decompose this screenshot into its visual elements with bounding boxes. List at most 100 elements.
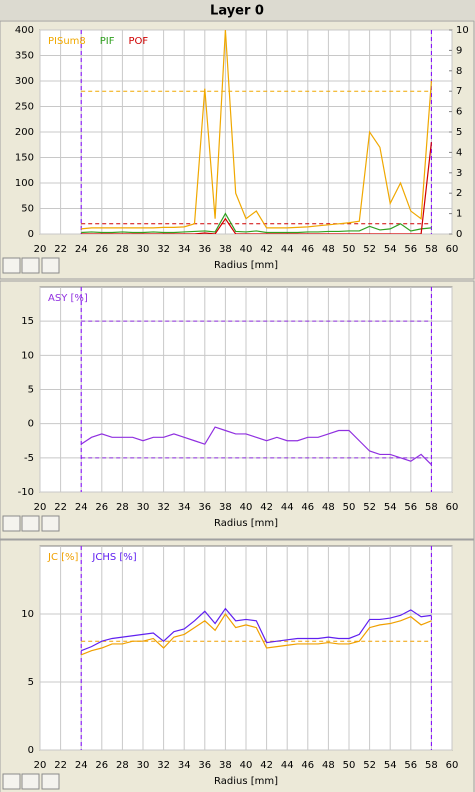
x-tick-label: 56 bbox=[404, 760, 417, 771]
y2-tick-label: 10 bbox=[456, 25, 469, 36]
y2-tick-label: 3 bbox=[456, 168, 462, 179]
x-tick-label: 58 bbox=[425, 244, 438, 255]
y-tick-label: 200 bbox=[15, 127, 34, 138]
x-tick-label: 42 bbox=[260, 502, 273, 513]
x-tick-label: 54 bbox=[384, 502, 397, 513]
x-tick-label: 54 bbox=[384, 760, 397, 771]
x-tick-label: 46 bbox=[301, 244, 314, 255]
x-axis-label: Radius [mm] bbox=[214, 518, 278, 529]
y-tick-label: 0 bbox=[28, 419, 34, 430]
y-tick-label: 0 bbox=[28, 229, 34, 240]
series-line bbox=[80, 607, 432, 652]
x-tick-label: 44 bbox=[281, 760, 294, 771]
window-title: Layer 0 bbox=[210, 4, 264, 19]
title-bar bbox=[0, 0, 475, 20]
y-tick-label: 5 bbox=[28, 677, 34, 688]
x-tick-label: 44 bbox=[281, 502, 294, 513]
x-tick-label: 22 bbox=[54, 502, 67, 513]
x-tick-label: 30 bbox=[137, 502, 150, 513]
tool-button bbox=[2, 257, 21, 274]
x-tick-label: 56 bbox=[404, 502, 417, 513]
x-tick-label: 32 bbox=[157, 244, 170, 255]
x-tick-label: 22 bbox=[54, 760, 67, 771]
x-tick-label: 30 bbox=[137, 760, 150, 771]
y2-tick-label: 2 bbox=[456, 188, 462, 199]
y-tick-label: 250 bbox=[15, 102, 34, 113]
x-tick-label: 42 bbox=[260, 244, 273, 255]
y-tick-label: 10 bbox=[21, 609, 34, 620]
x-tick-label: 40 bbox=[240, 244, 253, 255]
x-tick-label: 36 bbox=[198, 502, 211, 513]
y2-tick-label: 5 bbox=[456, 127, 462, 138]
x-tick-label: 56 bbox=[404, 244, 417, 255]
y-tick-label: 50 bbox=[21, 204, 34, 215]
legend-entry: JC [%] bbox=[47, 552, 79, 563]
legend-entry: PISum8 bbox=[48, 36, 86, 47]
y-tick-label: -5 bbox=[24, 453, 34, 464]
x-tick-label: 54 bbox=[384, 244, 397, 255]
y-tick-label: 10 bbox=[21, 350, 34, 361]
x-tick-label: 40 bbox=[240, 502, 253, 513]
y2-tick-label: 4 bbox=[456, 147, 462, 158]
x-tick-label: 24 bbox=[75, 244, 88, 255]
y-tick-label: 350 bbox=[15, 51, 34, 62]
y-tick-label: 0 bbox=[28, 745, 34, 756]
tool-button bbox=[21, 515, 40, 532]
y2-tick-label: 8 bbox=[456, 66, 462, 77]
x-tick-label: 32 bbox=[157, 760, 170, 771]
x-tick-label: 60 bbox=[446, 244, 459, 255]
x-tick-label: 30 bbox=[137, 244, 150, 255]
x-tick-label: 34 bbox=[178, 244, 191, 255]
legend-entry: ASY [%] bbox=[48, 293, 88, 304]
x-tick-label: 60 bbox=[446, 502, 459, 513]
tool-button bbox=[2, 515, 21, 532]
y-tick-label: 5 bbox=[28, 385, 34, 396]
y2-tick-label: 7 bbox=[456, 86, 462, 97]
x-tick-label: 48 bbox=[322, 502, 335, 513]
series-line bbox=[81, 30, 432, 230]
x-tick-label: 32 bbox=[157, 502, 170, 513]
x-tick-label: 60 bbox=[446, 760, 459, 771]
y2-tick-label: 9 bbox=[456, 45, 462, 56]
legend-entry: PIF bbox=[100, 36, 115, 47]
series-line bbox=[81, 212, 432, 234]
tool-button bbox=[41, 515, 60, 532]
x-tick-label: 38 bbox=[219, 502, 232, 513]
x-axis-label: Radius [mm] bbox=[214, 776, 278, 787]
y-tick-label: 150 bbox=[15, 153, 34, 164]
x-tick-label: 22 bbox=[54, 244, 67, 255]
x-tick-label: 36 bbox=[198, 760, 211, 771]
x-tick-label: 38 bbox=[219, 244, 232, 255]
series-line bbox=[80, 426, 432, 466]
x-tick-label: 52 bbox=[363, 502, 376, 513]
x-tick-label: 48 bbox=[322, 760, 335, 771]
x-tick-label: 58 bbox=[425, 502, 438, 513]
x-tick-label: 20 bbox=[34, 760, 47, 771]
tool-button bbox=[2, 773, 21, 790]
x-tick-label: 52 bbox=[363, 244, 376, 255]
y-tick-label: 400 bbox=[15, 25, 34, 36]
x-tick-label: 44 bbox=[281, 244, 294, 255]
x-tick-label: 20 bbox=[34, 244, 47, 255]
x-tick-label: 34 bbox=[178, 502, 191, 513]
x-tick-label: 48 bbox=[322, 244, 335, 255]
x-tick-label: 24 bbox=[75, 760, 88, 771]
x-tick-label: 26 bbox=[95, 760, 108, 771]
x-tick-label: 50 bbox=[343, 760, 356, 771]
y-tick-label: 15 bbox=[21, 316, 34, 327]
series-line bbox=[80, 612, 432, 656]
y2-tick-label: 6 bbox=[456, 107, 462, 118]
y2-tick-label: 0 bbox=[456, 229, 462, 240]
x-tick-label: 52 bbox=[363, 760, 376, 771]
x-tick-label: 26 bbox=[95, 244, 108, 255]
y-tick-label: 300 bbox=[15, 76, 34, 87]
x-tick-label: 34 bbox=[178, 760, 191, 771]
tool-button bbox=[41, 773, 60, 790]
legend-entry: POF bbox=[129, 36, 149, 47]
x-tick-label: 46 bbox=[301, 502, 314, 513]
x-tick-label: 50 bbox=[343, 244, 356, 255]
x-tick-label: 28 bbox=[116, 244, 129, 255]
x-axis-label: Radius [mm] bbox=[214, 260, 278, 271]
x-tick-label: 46 bbox=[301, 760, 314, 771]
